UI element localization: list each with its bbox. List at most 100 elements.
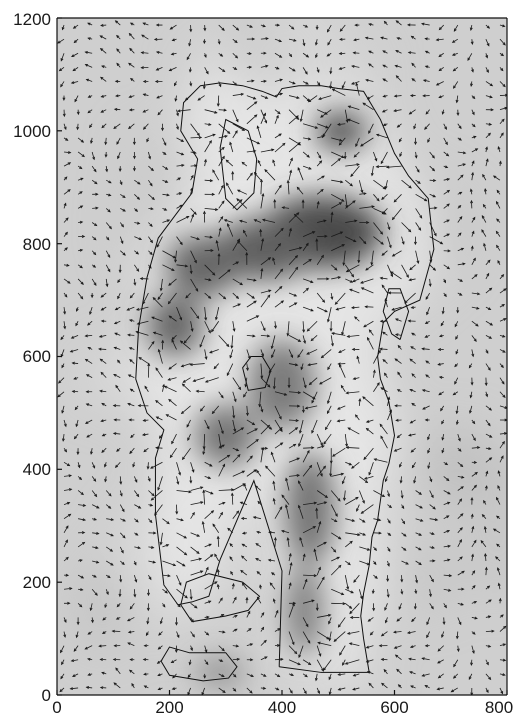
vector-arrow bbox=[485, 67, 489, 74]
arrow-head bbox=[152, 331, 157, 335]
arrow-shaft bbox=[329, 81, 332, 89]
arrow-head bbox=[129, 358, 133, 363]
arrow-head bbox=[252, 334, 256, 338]
vector-arrow bbox=[411, 402, 416, 407]
arrow-head bbox=[399, 464, 402, 468]
arrow-head bbox=[304, 674, 308, 678]
arrow-shaft bbox=[429, 603, 434, 609]
vector-arrow bbox=[414, 589, 418, 595]
arrow-head bbox=[446, 189, 451, 193]
vector-arrow bbox=[355, 82, 360, 96]
arrow-shaft bbox=[186, 419, 191, 428]
arrow-shaft bbox=[302, 52, 309, 58]
vector-arrow bbox=[353, 574, 360, 583]
arrow-head bbox=[437, 648, 441, 652]
arrow-shaft bbox=[360, 137, 374, 147]
arrow-head bbox=[312, 396, 316, 400]
arrow-head bbox=[239, 219, 243, 223]
arrow-shaft bbox=[162, 588, 168, 594]
vector-arrow bbox=[399, 151, 403, 158]
vector-arrow bbox=[415, 179, 421, 184]
vector-arrow bbox=[334, 292, 346, 305]
arrow-head bbox=[81, 531, 86, 535]
arrow-shaft bbox=[87, 320, 93, 326]
arrow-head bbox=[297, 504, 301, 509]
arrow-head bbox=[426, 634, 429, 639]
arrow-head bbox=[69, 349, 74, 353]
arrow-head bbox=[489, 434, 493, 438]
vector-arrow bbox=[104, 603, 108, 609]
arrow-head bbox=[408, 433, 412, 437]
arrow-head bbox=[219, 597, 223, 601]
vector-arrow bbox=[345, 163, 360, 167]
arrow-shaft bbox=[394, 645, 402, 649]
arrow-head bbox=[57, 40, 61, 44]
vector-arrow bbox=[230, 492, 234, 505]
vector-arrow bbox=[485, 405, 493, 411]
vector-arrow bbox=[359, 560, 371, 566]
arrow-head bbox=[352, 377, 357, 381]
arrow-head bbox=[401, 241, 405, 245]
arrow-shaft bbox=[288, 109, 299, 120]
vector-arrow bbox=[381, 682, 388, 689]
arrow-shaft bbox=[181, 363, 191, 367]
vector-arrow bbox=[394, 64, 402, 68]
arrow-head bbox=[487, 644, 492, 648]
arrow-head bbox=[470, 245, 474, 249]
vector-arrow bbox=[373, 546, 377, 552]
arrow-head bbox=[398, 606, 402, 610]
x-ticks bbox=[56, 690, 508, 695]
vector-arrow bbox=[335, 306, 346, 311]
arrow-shaft bbox=[183, 335, 191, 344]
arrow-shaft bbox=[60, 673, 65, 679]
arrow-head bbox=[76, 126, 80, 131]
arrow-shaft bbox=[316, 255, 324, 266]
arrow-shaft bbox=[242, 582, 248, 590]
arrow-head bbox=[128, 347, 133, 350]
arrow-head bbox=[348, 605, 353, 609]
arrow-shaft bbox=[176, 264, 188, 267]
arrow-shaft bbox=[100, 48, 107, 54]
arrow-head bbox=[69, 687, 74, 691]
arrow-shaft bbox=[119, 236, 124, 244]
arrow-head bbox=[65, 217, 69, 221]
arrow-shaft bbox=[91, 151, 95, 160]
arrow-shaft bbox=[281, 494, 290, 505]
arrow-head bbox=[259, 584, 263, 588]
vector-arrow bbox=[132, 137, 136, 146]
vector-arrow bbox=[341, 81, 346, 89]
arrow-head bbox=[279, 78, 284, 82]
vector-arrow bbox=[482, 203, 487, 209]
arrow-head bbox=[337, 498, 341, 502]
arrow-head bbox=[89, 311, 92, 316]
vector-arrow bbox=[260, 656, 268, 661]
vector-arrow bbox=[134, 546, 142, 550]
arrow-shaft bbox=[316, 189, 324, 195]
arrow-head bbox=[487, 307, 492, 311]
y-tick-label: 1000 bbox=[13, 122, 51, 141]
arrow-head bbox=[221, 444, 225, 448]
vector-arrow bbox=[143, 447, 149, 453]
arrow-shaft bbox=[171, 335, 177, 340]
arrow-head bbox=[308, 258, 312, 262]
vector-arrow bbox=[331, 518, 338, 522]
vector-arrow bbox=[241, 161, 248, 167]
vector-arrow bbox=[499, 67, 504, 72]
arrow-shaft bbox=[471, 540, 477, 548]
arrow-shaft bbox=[330, 490, 341, 502]
arrow-head bbox=[64, 176, 68, 180]
arrow-head bbox=[155, 416, 160, 420]
arrow-shaft bbox=[204, 510, 214, 519]
arrow-head bbox=[69, 587, 73, 591]
arrow-head bbox=[299, 536, 303, 541]
vector-arrow bbox=[457, 215, 463, 223]
vector-arrow bbox=[162, 137, 167, 146]
arrow-head bbox=[418, 491, 423, 495]
vector-arrow bbox=[218, 67, 226, 73]
arrow-head bbox=[61, 26, 65, 31]
arrow-head bbox=[484, 566, 488, 571]
arrow-shaft bbox=[100, 35, 107, 40]
vector-arrow bbox=[162, 544, 170, 548]
arrow-head bbox=[396, 618, 400, 622]
arrow-shaft bbox=[150, 461, 163, 469]
